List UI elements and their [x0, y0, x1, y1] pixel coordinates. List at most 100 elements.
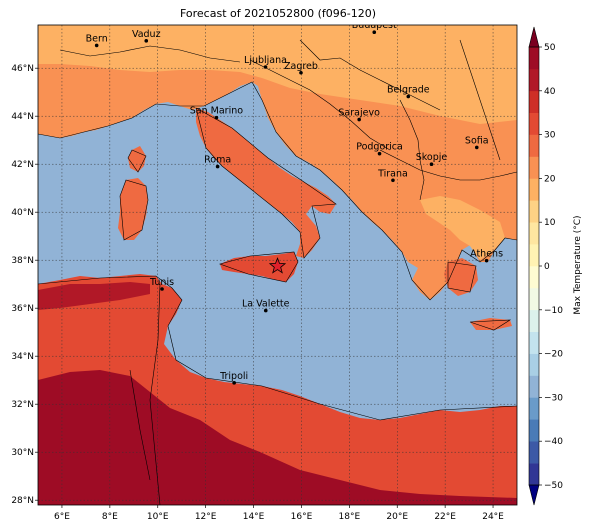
- map-frame: [37, 24, 518, 506]
- colorbar-segment: [529, 331, 539, 354]
- city-label: Zagreb: [284, 61, 318, 72]
- city-label: Tirana: [377, 168, 408, 179]
- city-label: Sarajevo: [338, 108, 380, 119]
- latitude-axis: 28°N 30°N 32°N 34°N 36°N 38°N 40°N 42°N 44°N 46°N: [11, 64, 38, 506]
- lat-tick-label: 46°N: [11, 64, 34, 74]
- lat-tick-label: 32°N: [11, 400, 34, 410]
- crete-land: [470, 318, 512, 330]
- city-dot: [299, 70, 303, 75]
- colorbar-ticks: 50 40 30 20 10 0 −10 −20 −30 −40 −50: [539, 43, 563, 491]
- colorbar-segment: [529, 47, 539, 70]
- colorbar-segment: [529, 90, 539, 113]
- country-borders: [38, 39, 517, 505]
- italy-land: [196, 108, 336, 258]
- colorbar-tick-label: 0: [544, 262, 550, 272]
- colorbar-tick-label: −30: [544, 393, 563, 403]
- colorbar-tick-label: −40: [544, 437, 563, 447]
- colorbar-segment: [529, 244, 539, 267]
- colorbar-segment: [529, 266, 539, 289]
- lon-tick-label: 18°E: [339, 512, 361, 522]
- lon-tick-label: 10°E: [147, 512, 169, 522]
- city-label: Tripoli: [219, 371, 248, 382]
- lat-tick-label: 38°N: [11, 256, 34, 266]
- figure-title: Forecast of 2021052800 (f096-120): [180, 7, 376, 20]
- colorbar-segment: [529, 222, 539, 245]
- city-label: Ljubljana: [244, 55, 287, 66]
- colorbar-tick-label: −10: [544, 306, 563, 316]
- lat-tick-label: 34°N: [11, 352, 34, 362]
- city-label: Skopje: [416, 152, 448, 163]
- city-label: Tunis: [149, 277, 174, 288]
- colorbar-tick-label: 40: [544, 87, 556, 97]
- city-label: Roma: [204, 155, 231, 166]
- lat-tick-label: 44°N: [11, 112, 34, 122]
- city-dot: [144, 39, 149, 43]
- city-dot: [377, 151, 382, 156]
- colorbar-segment: [529, 156, 539, 179]
- star-icon: [268, 257, 287, 274]
- city-dot: [263, 308, 268, 313]
- colorbar: [528, 26, 540, 506]
- lon-tick-label: 22°E: [434, 512, 456, 522]
- city-dot: [357, 117, 361, 122]
- star-marker: [268, 257, 287, 274]
- colorbar-min-extension: [528, 484, 540, 506]
- city-dot: [406, 94, 411, 99]
- city-label: Bern: [86, 33, 108, 44]
- colorbar-segment: [529, 112, 539, 135]
- colorbar-tick-label: 50: [544, 43, 556, 53]
- colorbar-segment: [529, 309, 539, 332]
- colorbar-tick-label: −50: [544, 481, 563, 491]
- city-label: Athens: [470, 249, 503, 260]
- lat-tick-label: 42°N: [11, 160, 34, 170]
- lon-tick-label: 6°E: [54, 512, 70, 522]
- graticule: [38, 25, 517, 505]
- lat-tick-label: 36°N: [11, 304, 34, 314]
- city-label: Sofia: [465, 135, 489, 146]
- colorbar-segment: [529, 68, 539, 92]
- lon-tick-label: 8°E: [102, 512, 118, 522]
- lon-tick-label: 12°E: [195, 512, 217, 522]
- colorbar-segment: [529, 441, 539, 464]
- city-dot: [232, 381, 236, 385]
- lon-tick-label: 16°E: [291, 512, 313, 522]
- city-dot: [484, 258, 489, 263]
- colorbar-tick-label: −20: [544, 350, 563, 360]
- sicily-land: [220, 252, 298, 282]
- colorbar-segment: [529, 419, 539, 442]
- city-dot: [94, 43, 99, 48]
- colorbar-segment: [529, 287, 539, 311]
- colorbar-tick-label: 30: [544, 131, 556, 141]
- africa-hot-zone: [38, 282, 150, 310]
- lat-tick-label: 28°N: [11, 496, 34, 506]
- colorbar-segment: [529, 375, 539, 398]
- colorbar-tick-label: 20: [544, 174, 556, 184]
- city-label: La Valette: [242, 299, 290, 310]
- lon-tick-label: 14°E: [243, 512, 265, 522]
- city-dot: [215, 164, 220, 169]
- city-dot: [429, 162, 434, 166]
- city-dot: [214, 115, 219, 120]
- longitude-axis: 6°E 8°E 10°E 12°E 14°E 16°E 18°E 20°E 22°E 24°E: [54, 505, 504, 522]
- colorbar-tick-label: 10: [544, 218, 556, 228]
- city-dot: [372, 30, 377, 34]
- colorbar-segment: [529, 397, 539, 420]
- sardinia-land: [118, 178, 148, 240]
- lon-tick-label: 20°E: [386, 512, 408, 522]
- lon-tick-label: 24°E: [482, 512, 504, 522]
- colorbar-label: Max Temperature (°C): [573, 215, 583, 314]
- colorbar-max-extension: [528, 26, 540, 48]
- colorbar-segment: [529, 353, 539, 376]
- city-dot: [160, 287, 164, 291]
- city-label: San Marino: [190, 106, 243, 117]
- city-label: Budapest: [352, 20, 397, 31]
- colorbar-segment: [529, 134, 539, 157]
- colorbar-segment: [529, 463, 539, 486]
- city-dot: [474, 145, 479, 150]
- lat-tick-label: 40°N: [11, 208, 34, 218]
- city-dot: [263, 65, 268, 69]
- city-label: Vaduz: [132, 29, 161, 40]
